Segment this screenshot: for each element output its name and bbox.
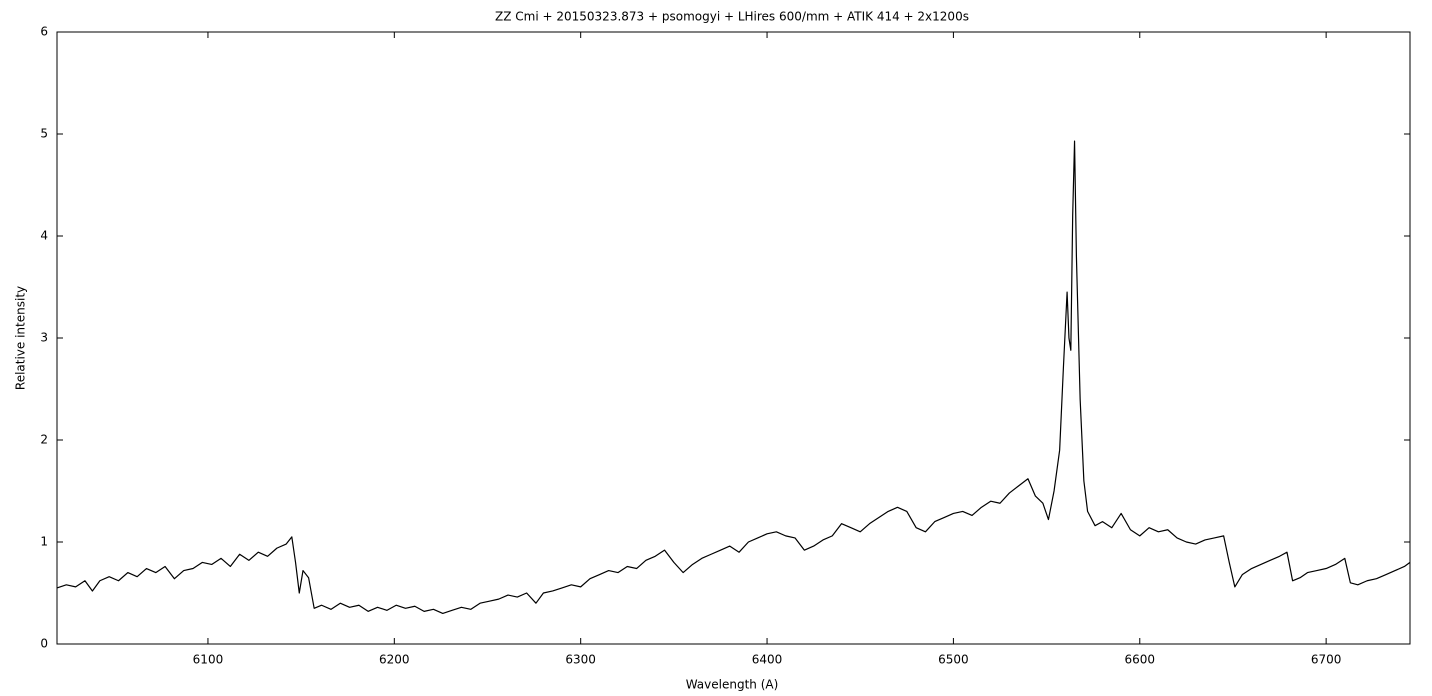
plot-frame bbox=[56, 31, 1411, 645]
chart-title: ZZ Cmi + 20150323.873 + psomogyi + LHire… bbox=[495, 10, 969, 24]
spectrum-line bbox=[56, 140, 1411, 614]
x-tick-label: 6100 bbox=[193, 653, 224, 667]
y-tick-label: 5 bbox=[40, 127, 48, 141]
y-tick-label: 0 bbox=[40, 637, 48, 651]
y-tick-label: 6 bbox=[40, 25, 48, 39]
x-axis-label: Wavelength (A) bbox=[686, 678, 779, 692]
y-tick-label: 3 bbox=[40, 331, 48, 345]
x-tick-label: 6600 bbox=[1124, 653, 1155, 667]
x-tick-label: 6700 bbox=[1311, 653, 1342, 667]
y-tick-label: 4 bbox=[40, 229, 48, 243]
y-axis-label: Relative intensity bbox=[14, 286, 28, 390]
x-tick-label: 6400 bbox=[752, 653, 783, 667]
y-tick-label: 1 bbox=[40, 535, 48, 549]
x-tick-label: 6200 bbox=[379, 653, 410, 667]
x-tick-label: 6300 bbox=[565, 653, 596, 667]
y-tick-label: 2 bbox=[40, 433, 48, 447]
x-tick-label: 6500 bbox=[938, 653, 969, 667]
